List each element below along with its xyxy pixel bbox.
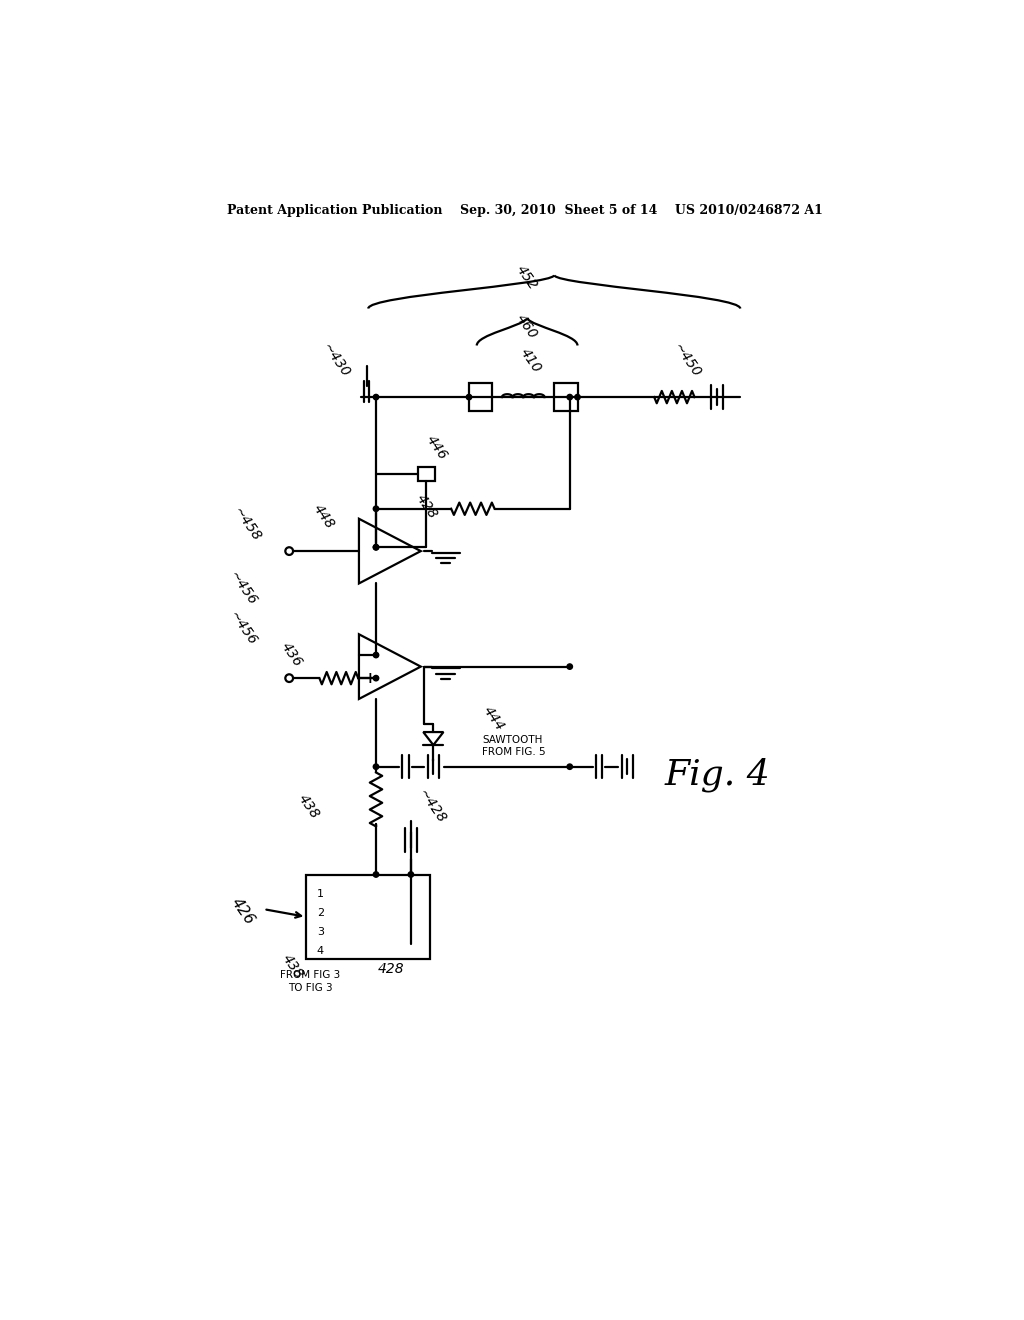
Text: TO FIG 3: TO FIG 3 (288, 983, 333, 994)
Text: 446: 446 (423, 432, 450, 462)
Text: 452: 452 (514, 263, 541, 293)
Text: +: + (364, 672, 376, 686)
Text: 448: 448 (310, 502, 337, 532)
Circle shape (374, 652, 379, 657)
Circle shape (374, 395, 379, 400)
Text: 438: 438 (280, 952, 306, 982)
Text: ~456: ~456 (226, 609, 260, 648)
Circle shape (567, 664, 572, 669)
Text: ~450: ~450 (671, 341, 703, 380)
Bar (306, 874, 430, 960)
Bar (469, 383, 493, 411)
Text: 3: 3 (316, 927, 324, 937)
Text: SAWTOOTH
FROM FIG. 5: SAWTOOTH FROM FIG. 5 (482, 735, 546, 756)
Text: 4: 4 (316, 946, 324, 957)
Text: 438: 438 (295, 792, 322, 821)
Bar (554, 383, 578, 411)
Text: ~456: ~456 (226, 569, 260, 607)
Text: 444: 444 (480, 704, 507, 733)
Text: 436: 436 (278, 640, 305, 671)
Circle shape (567, 764, 572, 770)
Text: ~430: ~430 (319, 341, 352, 380)
Circle shape (374, 871, 379, 878)
Text: 426: 426 (228, 895, 257, 928)
Circle shape (374, 545, 379, 550)
Text: Fig. 4: Fig. 4 (665, 758, 770, 792)
Circle shape (567, 395, 572, 400)
Text: ~428: ~428 (415, 787, 449, 826)
Text: 460: 460 (514, 312, 541, 341)
Circle shape (374, 676, 379, 681)
Circle shape (374, 545, 379, 550)
Text: 428: 428 (414, 491, 440, 521)
Text: 1: 1 (316, 888, 324, 899)
Text: Patent Application Publication    Sep. 30, 2010  Sheet 5 of 14    US 2010/024687: Patent Application Publication Sep. 30, … (227, 205, 822, 218)
Text: 428: 428 (378, 962, 404, 977)
Bar (418, 467, 435, 480)
Circle shape (374, 506, 379, 511)
Text: FROM FIG 3: FROM FIG 3 (280, 970, 340, 979)
Text: ~458: ~458 (230, 504, 263, 544)
Circle shape (409, 871, 414, 878)
Text: 2: 2 (316, 908, 324, 917)
Circle shape (466, 395, 472, 400)
Circle shape (374, 764, 379, 770)
Text: 410: 410 (517, 346, 545, 375)
Circle shape (574, 395, 581, 400)
